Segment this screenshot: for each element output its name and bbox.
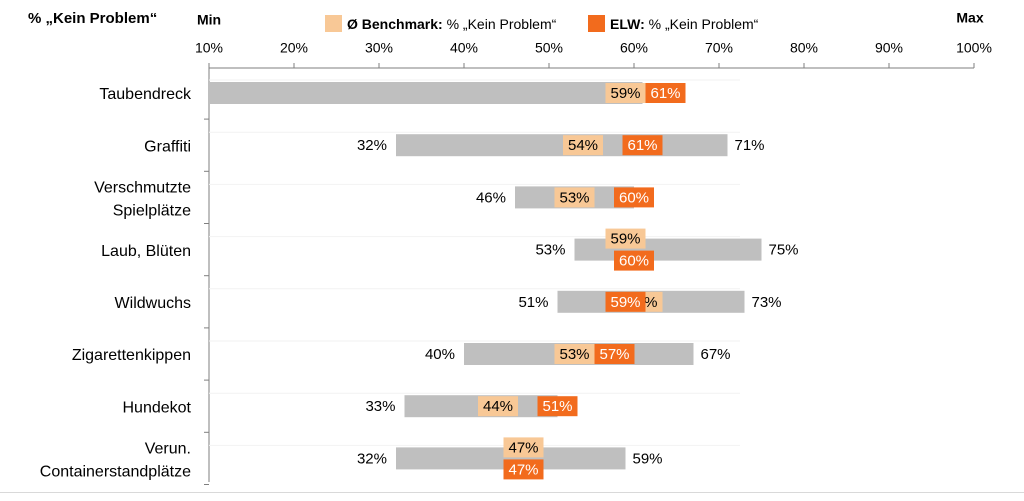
category-label-line1: Verun. (145, 441, 191, 458)
benchmark-marker (605, 228, 646, 249)
range-max-label: 73% (752, 294, 782, 311)
category-label: Laub, Blüten (101, 243, 191, 260)
x-tick-label: 40% (450, 40, 478, 56)
elw-marker (537, 396, 578, 417)
benchmark-value-label: 54% (568, 137, 598, 154)
range-min-label: 32% (357, 137, 387, 154)
benchmark-value-label: 44% (483, 398, 513, 415)
benchmark-value-label: 59% (610, 85, 640, 102)
range-min-label: 40% (425, 346, 455, 363)
elw-value-label: 47% (508, 461, 538, 478)
legend-swatch-elw (588, 15, 605, 32)
category-label-line1: Verschmutzte (94, 180, 191, 197)
x-tick-label: 100% (956, 40, 992, 56)
elw-value-label: 60% (619, 189, 649, 206)
x-tick-label: 20% (280, 40, 308, 56)
min-label: Min (197, 12, 221, 28)
range-max-label: 67% (701, 346, 731, 363)
benchmark-marker (563, 135, 603, 156)
category-label: Wildwuchs (115, 295, 191, 312)
category-label: Hundekot (123, 399, 192, 416)
chart-title: % „Kein Problem“ (28, 10, 157, 27)
range-max-label: 71% (735, 137, 765, 154)
category-label-line2: Containerstandplätze (40, 464, 191, 481)
range-min-label: 53% (535, 242, 565, 259)
x-tick-label: 50% (535, 40, 563, 56)
benchmark-value-label: 53% (559, 189, 589, 206)
range-max-label: 75% (769, 242, 799, 259)
x-tick-label: 80% (790, 40, 818, 56)
elw-value-label: 51% (542, 398, 572, 415)
x-tick-label: 30% (365, 40, 393, 56)
category-label-line2: Spielplätze (113, 203, 191, 220)
bottom-divider (0, 492, 1024, 493)
max-label: Max (956, 10, 983, 26)
benchmark-marker (605, 83, 646, 103)
benchmark-value-label: 47% (508, 439, 538, 456)
x-tick-label: 60% (620, 40, 648, 56)
elw-value-label: 57% (599, 346, 629, 363)
elw-marker (503, 459, 544, 480)
range-min-label: 33% (365, 398, 395, 415)
elw-marker (605, 291, 646, 312)
category-label: Zigarettenkippen (72, 347, 191, 364)
benchmark-marker (503, 437, 544, 458)
x-tick-label: 90% (875, 40, 903, 56)
range-min-label: 46% (476, 189, 506, 206)
range-min-label: 32% (357, 450, 387, 467)
range-bar (396, 134, 728, 157)
range-max-label: 59% (633, 450, 663, 467)
elw-value-label: 61% (627, 137, 657, 154)
elw-value-label: 61% (650, 85, 680, 102)
x-tick-label: 70% (705, 40, 733, 56)
elw-marker (622, 135, 663, 156)
legend-entry-elw: ELW: % „Kein Problem“ (610, 16, 759, 32)
elw-marker (614, 187, 654, 208)
elw-value-label: 60% (619, 253, 649, 270)
elw-marker (594, 344, 635, 364)
benchmark-marker (554, 187, 595, 208)
range-bar (574, 238, 762, 261)
legend-entry-benchmark: Ø Benchmark: % „Kein Problem“ (347, 16, 557, 32)
range-bar (209, 82, 643, 104)
elw-marker (645, 83, 686, 103)
category-label: Graffiti (144, 138, 191, 155)
x-tick-label: 10% (195, 40, 223, 56)
range-bar (396, 447, 626, 470)
benchmark-value-label: 53% (559, 346, 589, 363)
legend-swatch-benchmark (325, 15, 342, 32)
elw-marker (614, 250, 654, 271)
benchmark-marker (478, 396, 518, 417)
range-min-label: 51% (518, 294, 548, 311)
elw-value-label: 59% (610, 294, 640, 311)
category-label: Taubendreck (99, 86, 192, 103)
benchmark-marker (554, 344, 595, 364)
benchmark-value-label: 59% (610, 231, 640, 248)
